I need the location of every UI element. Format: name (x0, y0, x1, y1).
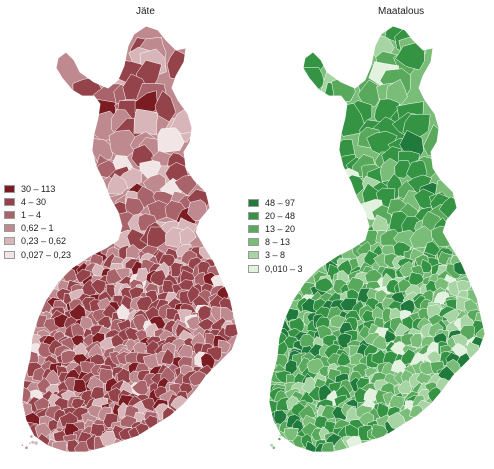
municipality-region (336, 351, 351, 367)
legend-label: 1 – 4 (21, 209, 42, 220)
legend-swatch (4, 210, 15, 219)
municipality-region (165, 227, 184, 248)
municipality-region (61, 350, 77, 365)
municipality-region (105, 268, 123, 285)
municipality-region (420, 258, 433, 273)
island-mark (278, 437, 281, 441)
municipality-layer (269, 26, 485, 452)
municipality-region (224, 323, 238, 338)
municipality-region (126, 228, 148, 250)
legend-swatch (248, 251, 259, 260)
legend-label: 3 – 8 (265, 250, 286, 261)
municipality-region (160, 348, 176, 365)
finland-map-maatalous (268, 25, 486, 453)
legend-label: 0,23 – 0,62 (21, 236, 67, 247)
island-mark (270, 443, 274, 447)
island-mark (25, 446, 28, 450)
municipality-region (116, 303, 130, 320)
municipality-region (185, 315, 202, 330)
legend-item: 0,027 – 0,23 (4, 248, 71, 261)
legend-label: 20 – 48 (265, 210, 296, 221)
legend-swatch (248, 198, 259, 207)
legend-label: 0,62 – 1 (21, 223, 54, 234)
legend-item: 4 – 30 (4, 195, 71, 208)
island-mark (21, 444, 23, 446)
country-border (21, 25, 239, 453)
municipality-region (157, 127, 185, 153)
municipality-region (73, 441, 90, 452)
legend-label: 4 – 30 (21, 196, 47, 207)
municipality-region (410, 333, 423, 349)
island-mark (30, 435, 33, 438)
finland-map-jate (21, 25, 239, 453)
country-border (268, 25, 486, 453)
island-mark (31, 440, 35, 444)
legend-item: 0,010 – 3 (248, 262, 303, 275)
municipality-region (150, 269, 167, 287)
municipality-region (146, 226, 169, 252)
legend-swatch (248, 264, 259, 273)
municipality-region (321, 442, 335, 452)
legend-swatch (248, 238, 259, 247)
legend-swatch (4, 237, 15, 246)
municipality-region (363, 387, 379, 402)
legend-label: 48 – 97 (265, 197, 296, 208)
municipality-region (133, 108, 159, 136)
map-title-maatalous: Maatalous (378, 6, 425, 17)
municipality-region (134, 267, 149, 285)
legend-swatch (4, 197, 15, 206)
legend-item: 20 – 48 (248, 209, 303, 222)
legend-label: 0,010 – 3 (265, 263, 303, 274)
legend-swatch (248, 224, 259, 233)
map-panel-maatalous: Maatalous 48 – 97 20 – 48 13 – 20 8 – 13… (247, 0, 494, 469)
municipality-region (357, 79, 380, 108)
island-mark (29, 442, 31, 445)
legend-label: 0,027 – 0,23 (21, 249, 72, 260)
legend-item: 8 – 13 (248, 236, 303, 249)
legend-item: 48 – 97 (248, 196, 303, 209)
legend-swatch (4, 224, 15, 233)
legend-swatch (4, 250, 15, 259)
municipality-region (423, 241, 442, 257)
legend-item: 30 – 113 (4, 182, 71, 195)
legend-item: 1 – 4 (4, 208, 71, 221)
municipality-region (141, 397, 156, 412)
island-mark (34, 441, 38, 445)
legend-label: 8 – 13 (265, 237, 291, 248)
map-panel-jate: Jäte 30 – 113 4 – 30 1 – 4 0,62 – 1 0,23… (4, 6, 239, 453)
legend-item: 0,62 – 1 (4, 222, 71, 235)
map-title-jate: Jäte (136, 6, 155, 17)
legend-item: 13 – 20 (248, 222, 303, 235)
legend-swatch (4, 184, 15, 193)
legend-item: 3 – 8 (248, 249, 303, 262)
legend-swatch (248, 211, 259, 220)
legend-jate: 30 – 113 4 – 30 1 – 4 0,62 – 1 0,23 – 0,… (4, 182, 71, 261)
municipality-region (220, 307, 234, 322)
island-mark (272, 446, 276, 450)
municipality-region (371, 334, 388, 351)
municipality-region (107, 173, 129, 195)
municipality-layer (22, 36, 238, 452)
legend-label: 13 – 20 (265, 223, 296, 234)
municipality-region (407, 271, 425, 287)
municipality-region (400, 348, 416, 365)
municipality-region (22, 387, 33, 403)
municipality-region (397, 380, 412, 395)
legend-item: 0,23 – 0,62 (4, 235, 71, 248)
legend-maatalous: 48 – 97 20 – 48 13 – 20 8 – 13 3 – 8 0,0… (248, 196, 303, 275)
municipality-region (315, 277, 334, 292)
legend-label: 30 – 113 (21, 183, 56, 194)
municipality-region (51, 440, 68, 452)
